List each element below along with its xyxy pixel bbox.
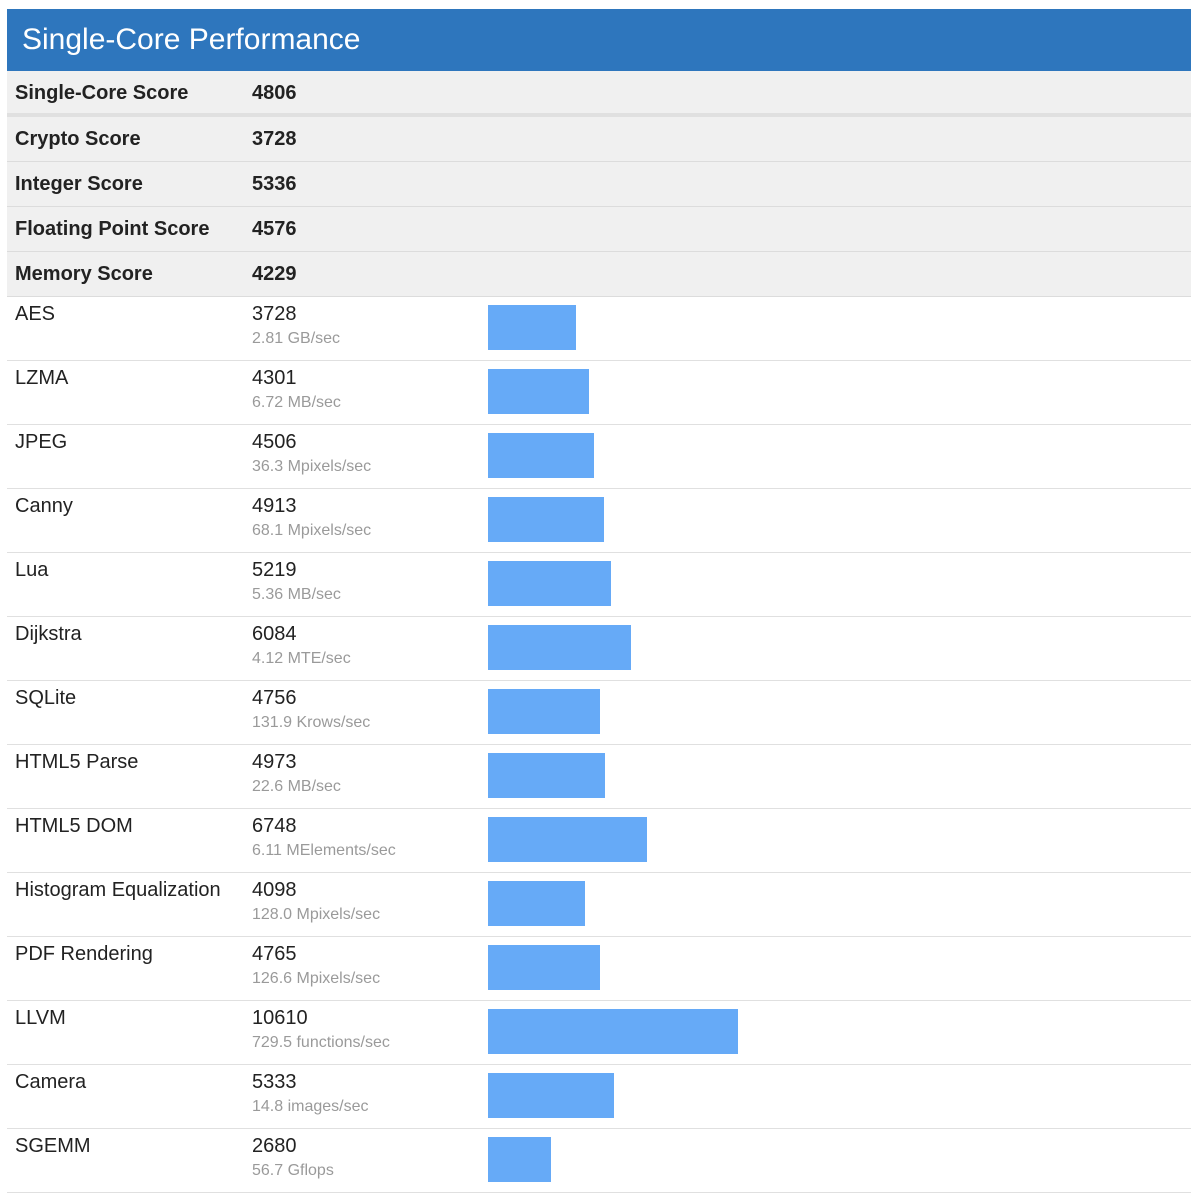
benchmark-score: 4765 (252, 943, 297, 965)
benchmark-name: AES (15, 303, 56, 325)
benchmark-rate: 22.6 MB/sec (252, 778, 341, 795)
benchmark-score-bar (488, 369, 589, 414)
summary-row-crypto: Crypto Score 3728 (7, 117, 1191, 162)
benchmark-score: 6084 (252, 623, 297, 645)
benchmark-row: Camera 5333 14.8 images/sec (7, 1065, 1191, 1129)
summary-row-integer: Integer Score 5336 (7, 162, 1191, 207)
benchmark-row: Dijkstra 6084 4.12 MTE/sec (7, 617, 1191, 681)
benchmark-score: 5333 (252, 1071, 297, 1093)
summary-label: Memory Score (15, 263, 153, 285)
benchmark-row: Canny 4913 68.1 Mpixels/sec (7, 489, 1191, 553)
benchmark-row: JPEG 4506 36.3 Mpixels/sec (7, 425, 1191, 489)
benchmark-name: HTML5 Parse (15, 751, 139, 773)
benchmark-rate: 2.81 GB/sec (252, 330, 341, 347)
benchmark-score-bar (488, 497, 604, 542)
benchmark-name: Camera (15, 1071, 87, 1093)
benchmark-row: SGEMM 2680 56.7 Gflops (7, 1129, 1191, 1193)
benchmark-name: SQLite (15, 687, 77, 709)
benchmark-name: Canny (15, 495, 73, 517)
benchmark-rate: 5.36 MB/sec (252, 586, 341, 603)
summary-value: 3728 (252, 128, 297, 150)
benchmark-score-bar (488, 625, 631, 670)
benchmark-rate: 6.11 MElements/sec (252, 842, 396, 859)
benchmark-score-bar (488, 561, 611, 606)
benchmark-score: 2680 (252, 1135, 297, 1157)
benchmark-row: AES 3728 2.81 GB/sec (7, 297, 1191, 361)
section-header: Single-Core Performance (7, 9, 1191, 71)
summary-label: Crypto Score (15, 128, 141, 150)
summary-label: Floating Point Score (15, 218, 210, 240)
benchmark-score: 4913 (252, 495, 297, 517)
benchmark-rate: 131.9 Krows/sec (252, 714, 371, 731)
summary-row-floating-point: Floating Point Score 4576 (7, 207, 1191, 252)
benchmark-row: PDF Rendering 4765 126.6 Mpixels/sec (7, 937, 1191, 1001)
benchmark-score: 4973 (252, 751, 297, 773)
benchmark-rate: 68.1 Mpixels/sec (252, 522, 372, 539)
benchmark-name: JPEG (15, 431, 68, 453)
benchmark-row: HTML5 DOM 6748 6.11 MElements/sec (7, 809, 1191, 873)
benchmark-score-bar (488, 817, 647, 862)
summary-value: 5336 (252, 173, 297, 195)
benchmark-score: 3728 (252, 303, 297, 325)
benchmark-name: Dijkstra (15, 623, 82, 645)
benchmark-score-bar (488, 881, 585, 926)
benchmark-row: HTML5 Parse 4973 22.6 MB/sec (7, 745, 1191, 809)
benchmark-score-bar (488, 305, 576, 350)
benchmark-score: 4098 (252, 879, 297, 901)
benchmark-rate: 6.72 MB/sec (252, 394, 341, 411)
benchmark-name: Histogram Equalization (15, 879, 221, 901)
benchmark-rate: 128.0 Mpixels/sec (252, 906, 381, 923)
summary-value: 4806 (252, 82, 297, 104)
benchmark-row: Lua 5219 5.36 MB/sec (7, 553, 1191, 617)
benchmark-rate: 729.5 functions/sec (252, 1034, 390, 1051)
summary-label: Integer Score (15, 173, 143, 195)
benchmark-rate: 126.6 Mpixels/sec (252, 970, 381, 987)
benchmark-score: 4301 (252, 367, 297, 389)
benchmark-score-bar (488, 753, 605, 798)
benchmark-score: 4756 (252, 687, 297, 709)
benchmark-list: AES 3728 2.81 GB/sec LZMA 4301 6.72 MB/sec JPE… (7, 297, 1191, 1193)
benchmark-row: SQLite 4756 131.9 Krows/sec (7, 681, 1191, 745)
benchmark-score-bar (488, 689, 600, 734)
summary-row-single-core: Single-Core Score 4806 (7, 71, 1191, 117)
benchmark-rate: 56.7 Gflops (252, 1162, 334, 1179)
benchmark-name: SGEMM (15, 1135, 91, 1157)
benchmark-score-bar (488, 433, 594, 478)
summary-label: Single-Core Score (15, 82, 189, 104)
benchmark-score: 4506 (252, 431, 297, 453)
benchmark-score: 10610 (252, 1007, 308, 1029)
benchmark-row: LLVM 10610 729.5 functions/sec (7, 1001, 1191, 1065)
benchmark-score-bar (488, 945, 600, 990)
benchmark-row: Histogram Equalization 4098 128.0 Mpixels/… (7, 873, 1191, 937)
benchmark-name: PDF Rendering (15, 943, 153, 965)
benchmark-score-bar (488, 1137, 551, 1182)
benchmark-rate: 4.12 MTE/sec (252, 650, 351, 667)
summary-value: 4576 (252, 218, 297, 240)
benchmark-name: LLVM (15, 1007, 66, 1029)
section-title: Single-Core Performance (22, 23, 361, 56)
summary-row-memory: Memory Score 4229 (7, 252, 1191, 297)
benchmark-score-bar (488, 1009, 738, 1054)
summary-value: 4229 (252, 263, 297, 285)
benchmark-rate: 36.3 Mpixels/sec (252, 458, 372, 475)
benchmark-name: Lua (15, 559, 49, 581)
benchmark-name: HTML5 DOM (15, 815, 133, 837)
benchmark-score: 5219 (252, 559, 297, 581)
benchmark-row: LZMA 4301 6.72 MB/sec (7, 361, 1191, 425)
benchmark-rate: 14.8 images/sec (252, 1098, 369, 1115)
benchmark-score-bar (488, 1073, 614, 1118)
benchmark-score: 6748 (252, 815, 297, 837)
single-core-performance-panel: Single-Core Performance Single-Core Scor… (7, 9, 1191, 1193)
benchmark-name: LZMA (15, 367, 69, 389)
